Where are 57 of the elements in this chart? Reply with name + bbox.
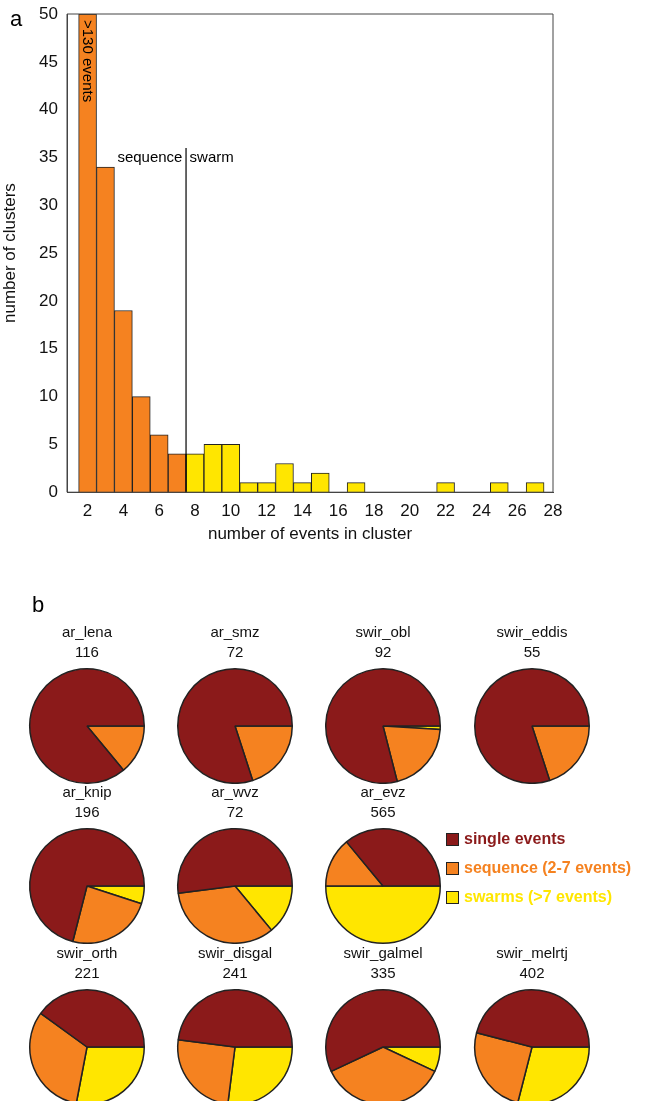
y-tick-label: 15 bbox=[39, 338, 58, 358]
x-tick-label: 2 bbox=[82, 501, 93, 521]
legend-label: sequence (2-7 events) bbox=[464, 859, 632, 876]
y-tick-label: 25 bbox=[39, 242, 58, 262]
chart-subtitle: 116 bbox=[75, 643, 99, 661]
x-tick-label: 14 bbox=[292, 501, 312, 521]
chart-subtitle: 402 bbox=[519, 964, 545, 982]
chart-subtitle: 221 bbox=[74, 964, 100, 982]
text: b bbox=[32, 592, 45, 618]
chart-subtitle: 565 bbox=[370, 803, 396, 821]
y-tick-label: 20 bbox=[39, 290, 58, 310]
chart-title: swir_eddis bbox=[496, 623, 568, 641]
chart-title: swir_melrtj bbox=[496, 944, 568, 962]
y-tick-label: 35 bbox=[39, 147, 58, 167]
x-tick-label: 24 bbox=[471, 501, 491, 521]
y-tick-label: 5 bbox=[48, 434, 58, 454]
x-tick-label: 6 bbox=[154, 501, 164, 521]
chart-subtitle: 196 bbox=[74, 803, 100, 821]
x-tick-label: 26 bbox=[507, 501, 527, 521]
x-tick-label: 28 bbox=[543, 501, 563, 521]
chart-title: ar_wvz bbox=[211, 783, 259, 801]
chart-title: a bbox=[10, 6, 23, 32]
x-tick-label: 12 bbox=[257, 501, 277, 521]
chart-title: swir_galmel bbox=[343, 944, 423, 962]
y-tick-label: 0 bbox=[48, 481, 58, 501]
annotation: sequence bbox=[117, 147, 183, 165]
y-tick-label: 30 bbox=[39, 194, 58, 214]
x-tick-label: 10 bbox=[221, 501, 241, 521]
chart-title: swir_disgal bbox=[197, 944, 273, 962]
y-tick-label: 45 bbox=[39, 51, 58, 71]
chart-title: ar_smz bbox=[210, 623, 260, 641]
x-axis-title: number of events in cluster bbox=[207, 524, 413, 544]
y-axis-title: number of clusters bbox=[0, 183, 19, 324]
chart-subtitle: 55 bbox=[523, 643, 541, 661]
chart-subtitle: 72 bbox=[226, 643, 244, 661]
chart-title: swir_orth bbox=[56, 944, 118, 962]
x-tick-label: 16 bbox=[328, 501, 348, 521]
legend-label: single events bbox=[464, 830, 566, 847]
legend-label: swarms (>7 events) bbox=[464, 888, 613, 905]
chart-title: ar_lena bbox=[61, 623, 113, 641]
y-tick-label: 50 bbox=[39, 3, 58, 23]
x-tick-label: 8 bbox=[190, 501, 200, 521]
x-tick-label: 22 bbox=[436, 501, 456, 521]
annotation: >130 events bbox=[80, 20, 98, 103]
y-tick-label: 40 bbox=[39, 99, 58, 119]
annotation: swarm bbox=[189, 147, 234, 165]
chart-title: ar_knip bbox=[62, 783, 112, 801]
y-tick-label: 10 bbox=[39, 386, 58, 406]
chart-subtitle: 335 bbox=[370, 964, 396, 982]
x-tick-label: 20 bbox=[400, 501, 420, 521]
chart-title: ar_evz bbox=[360, 783, 406, 801]
chart-subtitle: 92 bbox=[374, 643, 392, 661]
x-tick-label: 4 bbox=[118, 501, 129, 521]
chart-subtitle: 72 bbox=[226, 803, 244, 821]
chart-title: swir_obl bbox=[355, 623, 411, 641]
chart-subtitle: 241 bbox=[222, 964, 248, 982]
x-tick-label: 18 bbox=[364, 501, 384, 521]
